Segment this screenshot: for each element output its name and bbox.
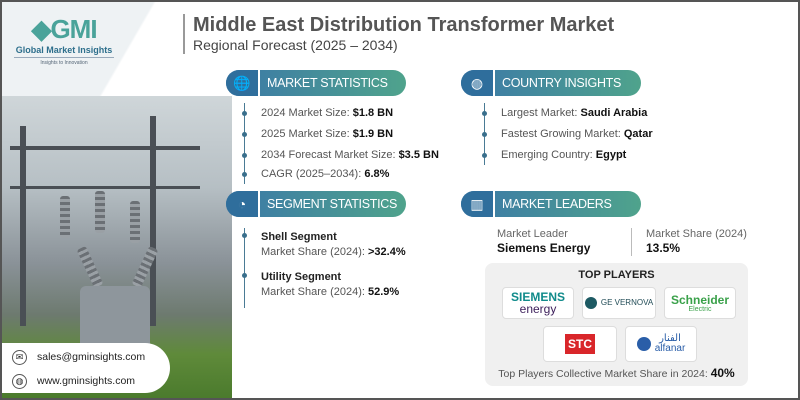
stc-logo: STC: [543, 326, 617, 362]
market-leaders-header: ▥ MARKET LEADERS: [461, 191, 641, 217]
globe-icon: ◍: [12, 373, 27, 389]
pie-chart-icon: ◔: [226, 191, 260, 217]
email-link[interactable]: ✉ sales@gminsights.com: [12, 347, 170, 367]
divider: [631, 228, 632, 256]
market-statistics-header: 🌐 MARKET STATISTICS: [226, 70, 406, 96]
siemens-energy-logo: SIEMENS energy: [502, 287, 574, 319]
country-insights-list: Largest Market: Saudi Arabia Fastest Gro…: [482, 103, 653, 165]
leader-chart-icon: ▥: [461, 191, 495, 217]
header-background: [0, 0, 200, 100]
globe-icon: ◍: [461, 70, 495, 96]
alfanar-logo: الفنار alfanar: [625, 326, 697, 362]
market-leader-share: Market Share (2024) 13.5%: [646, 228, 747, 255]
schneider-electric-logo: Schneider Electric: [664, 287, 736, 319]
segment-statistics-list: Shell Segment Market Share (2024): >32.4%…: [242, 228, 406, 308]
mail-icon: ✉: [12, 349, 27, 365]
country-insights-header: ◍ COUNTRY INSIGHTS: [461, 70, 641, 96]
website-link[interactable]: ◍ www.gminsights.com: [12, 371, 170, 391]
market-statistics-list: 2024 Market Size: $1.8 BN 2025 Market Si…: [242, 103, 439, 184]
globe-chart-icon: 🌐: [226, 70, 260, 96]
contact-box: ✉ sales@gminsights.com ◍ www.gminsights.co…: [0, 343, 170, 393]
page-title: Middle East Distribution Transformer Mar…: [183, 14, 614, 54]
gmi-logo: ◆GMI Global Market Insights Insights to …: [14, 14, 114, 66]
market-leader: Market Leader Siemens Energy: [497, 228, 591, 255]
top-players-panel: TOP PLAYERS SIEMENS energy GE VERNOVA Sc…: [485, 263, 748, 386]
ge-vernova-logo: GE VERNOVA: [582, 287, 656, 319]
segment-statistics-header: ◔ SEGMENT STATISTICS: [226, 191, 406, 217]
